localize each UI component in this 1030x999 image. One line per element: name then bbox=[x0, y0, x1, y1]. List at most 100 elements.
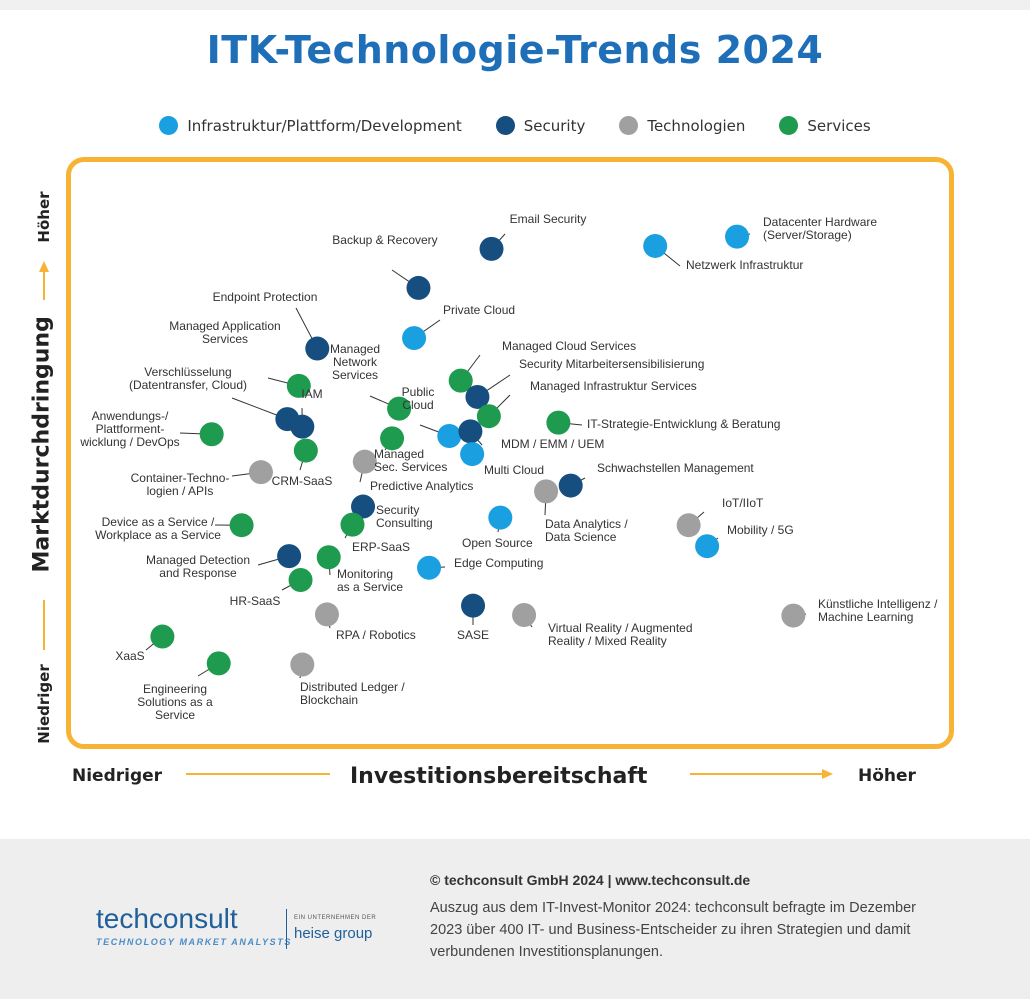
point-label: Open Source bbox=[462, 536, 533, 550]
legend-dot-security bbox=[495, 116, 515, 135]
point-label: Netzwerk Infrastruktur bbox=[686, 258, 803, 272]
legend-label-services: Services bbox=[807, 116, 871, 135]
point-label: Device as a Service / Workplace as a Serv… bbox=[95, 515, 221, 542]
data-point bbox=[316, 545, 341, 570]
data-point bbox=[461, 593, 486, 618]
data-point bbox=[380, 426, 405, 451]
y-axis-title: Marktdurchdringung bbox=[29, 316, 55, 573]
point-label: IoT/IIoT bbox=[722, 496, 764, 510]
x-axis-high-label: Höher bbox=[858, 766, 916, 786]
data-point bbox=[206, 651, 231, 676]
data-point bbox=[437, 424, 462, 449]
data-point bbox=[229, 513, 254, 538]
data-point bbox=[290, 652, 315, 677]
data-point bbox=[340, 512, 365, 537]
point-label: Managed Network Services bbox=[330, 342, 380, 382]
logo-owner-name: heise group bbox=[294, 925, 373, 942]
point-label: Multi Cloud bbox=[484, 463, 544, 477]
data-point bbox=[150, 624, 175, 649]
legend-item-infrastruktur: Infrastruktur/Plattform/Development bbox=[159, 116, 462, 135]
point-label: Managed Cloud Services bbox=[502, 339, 636, 353]
legend: Infrastruktur/Plattform/Development Secu… bbox=[0, 116, 1030, 135]
point-label: Edge Computing bbox=[454, 556, 543, 570]
point-label: Managed Infrastruktur Services bbox=[530, 379, 697, 393]
data-point bbox=[402, 326, 427, 351]
legend-item-services: Services bbox=[779, 116, 871, 135]
point-label: Email Security bbox=[510, 212, 587, 226]
plot-frame bbox=[66, 157, 954, 749]
data-point bbox=[465, 384, 490, 409]
data-point bbox=[781, 603, 806, 628]
x-axis-arrowhead bbox=[822, 769, 833, 779]
data-point bbox=[199, 422, 224, 447]
point-label: Virtual Reality / Augmented Reality / Mix… bbox=[548, 621, 693, 648]
point-label: SASE bbox=[457, 628, 489, 642]
data-point bbox=[460, 442, 485, 467]
y-axis-low-label: Niedriger bbox=[35, 664, 53, 744]
point-label: RPA / Robotics bbox=[336, 628, 416, 642]
point-label: Anwendungs-/Plattforment-wicklung / DevO… bbox=[79, 409, 179, 449]
data-point bbox=[290, 414, 315, 439]
data-points bbox=[150, 224, 806, 677]
data-point bbox=[277, 544, 302, 569]
point-label: Container-Techno-logien / APIs bbox=[131, 471, 230, 498]
copyright-line: © techconsult GmbH 2024 | www.techconsul… bbox=[430, 872, 751, 888]
point-label: Managed Sec. Services bbox=[374, 447, 447, 474]
point-label: MDM / EMM / UEM bbox=[501, 437, 604, 451]
data-point bbox=[479, 236, 504, 261]
footnote: Auszug aus dem IT-Invest-Monitor 2024: t… bbox=[430, 900, 916, 960]
data-point bbox=[643, 233, 668, 258]
data-point bbox=[314, 602, 339, 627]
data-point bbox=[725, 224, 750, 249]
data-point bbox=[558, 473, 583, 498]
logo-wordmark: techconsult bbox=[96, 903, 238, 935]
x-axis-title: Investitionsbereitschaft bbox=[350, 764, 648, 789]
data-point bbox=[488, 505, 513, 530]
point-label: IT-Strategie-Entwicklung & Beratung bbox=[587, 417, 780, 431]
point-label: Public Cloud bbox=[402, 385, 435, 412]
point-label: Endpoint Protection bbox=[213, 290, 318, 304]
data-point bbox=[546, 410, 571, 435]
y-axis-high-label: Höher bbox=[35, 191, 53, 243]
data-point bbox=[448, 368, 473, 393]
point-label: Security Consulting bbox=[376, 503, 433, 530]
data-point bbox=[293, 438, 318, 463]
data-point bbox=[534, 479, 559, 504]
data-point bbox=[512, 602, 537, 627]
point-label: CRM-SaaS bbox=[272, 474, 333, 488]
legend-dot-services bbox=[779, 116, 799, 135]
logo-owner-caption: EIN UNTERNEHMEN DER bbox=[294, 915, 377, 921]
data-point bbox=[351, 494, 376, 519]
data-point bbox=[695, 534, 720, 559]
point-label: Data Analytics / Data Science bbox=[545, 517, 628, 544]
data-point bbox=[476, 404, 501, 429]
logo-tagline: TECHNOLOGY MARKET ANALYSTS bbox=[96, 937, 292, 947]
footer bbox=[0, 839, 1030, 999]
point-label: Managed Application Services bbox=[169, 319, 280, 346]
data-point bbox=[387, 396, 412, 421]
data-point bbox=[305, 336, 330, 361]
data-point bbox=[458, 419, 483, 444]
techconsult-logo: techconsult TECHNOLOGY MARKET ANALYSTS E… bbox=[96, 903, 396, 953]
point-labels: Email Security Datacenter Hardware (Server… bbox=[79, 212, 938, 722]
point-label: Künstliche Intelligenz / Machine Learning bbox=[818, 597, 938, 624]
point-label: Backup & Recovery bbox=[332, 233, 437, 247]
x-axis-low-label: Niedriger bbox=[72, 766, 163, 786]
point-label: HR-SaaS bbox=[230, 594, 281, 608]
point-label: Datacenter Hardware (Server/Storage) bbox=[763, 215, 877, 242]
point-label: XaaS bbox=[115, 649, 144, 663]
legend-dot-technologien bbox=[619, 116, 639, 135]
point-label: Verschlüsselung (Datentransfer, Cloud) bbox=[129, 365, 247, 392]
point-label: Monitoring as a Service bbox=[337, 567, 403, 594]
point-label: Distributed Ledger / Blockchain bbox=[300, 680, 405, 707]
y-axis-arrowhead bbox=[39, 261, 49, 272]
legend-label-security: Security bbox=[523, 116, 586, 135]
legend-label-infrastruktur: Infrastruktur/Plattform/Development bbox=[187, 116, 462, 135]
data-point bbox=[288, 568, 313, 593]
data-point bbox=[248, 460, 273, 485]
point-label: Predictive Analytics bbox=[370, 479, 473, 493]
legend-dot-infrastruktur bbox=[159, 116, 179, 135]
point-label: Schwachstellen Management bbox=[597, 461, 754, 475]
logo-wordmark-text: techconsult bbox=[96, 903, 238, 934]
